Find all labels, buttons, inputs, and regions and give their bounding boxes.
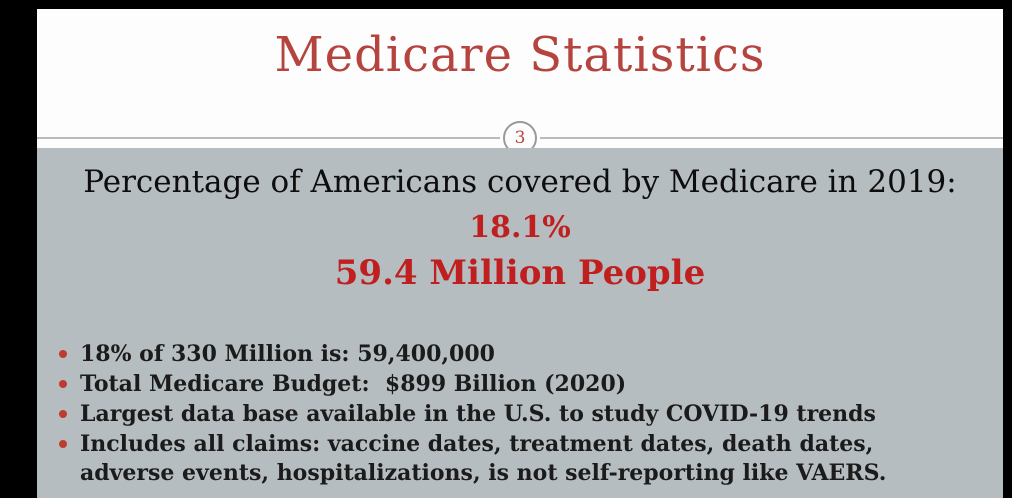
bullet-text: Total Medicare Budget: $899 Billion (202…	[80, 371, 627, 398]
stat-people: 59.4 Million People	[334, 253, 706, 294]
bullet-icon	[59, 349, 67, 358]
slide-header: Medicare Statistics 3	[37, 9, 1003, 155]
bullet-item: Total Medicare Budget: $899 Billion (202…	[51, 370, 955, 398]
bullet-text: Includes all claims: vaccine dates, trea…	[80, 431, 887, 486]
bullet-text: Largest data base available in the U.S. …	[80, 401, 876, 428]
stat-percent: 18.1%	[469, 210, 571, 246]
divider-line-right	[540, 137, 1003, 139]
body-heading: Percentage of Americans covered by Medic…	[83, 164, 957, 200]
bullet-icon	[59, 410, 67, 419]
bullet-list: 18% of 330 Million is: 59,400,000 Total …	[37, 340, 1003, 487]
bullet-icon	[59, 440, 67, 449]
bullet-icon	[59, 380, 67, 389]
bullet-item: Includes all claims: vaccine dates, trea…	[51, 430, 955, 486]
slide-title: Medicare Statistics	[274, 27, 766, 83]
bullet-text: 18% of 330 Million is: 59,400,000	[80, 340, 495, 367]
divider-line-left	[37, 137, 500, 139]
slide-body: Percentage of Americans covered by Medic…	[37, 148, 1003, 498]
slide-number: 3	[514, 128, 526, 148]
bullet-item: 18% of 330 Million is: 59,400,000	[51, 340, 955, 368]
bullet-item: Largest data base available in the U.S. …	[51, 400, 955, 428]
slide: Medicare Statistics 3 Percentage of Amer…	[37, 9, 1003, 498]
